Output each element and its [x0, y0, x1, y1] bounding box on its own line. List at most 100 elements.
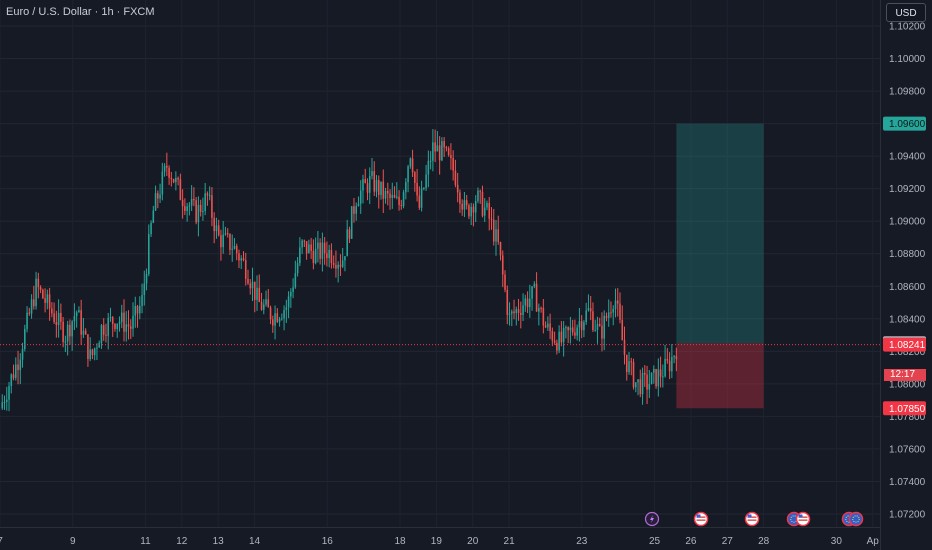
us-flag-icon-stripe [798, 516, 808, 518]
profit-zone[interactable] [676, 123, 764, 344]
candle-body [558, 331, 560, 351]
candle-body [479, 190, 482, 192]
us-flag-icon[interactable] [693, 511, 709, 527]
candle-body [66, 324, 69, 342]
candle-body [60, 312, 62, 322]
time-tick-label: 18 [394, 536, 406, 547]
candle-body [274, 313, 276, 326]
candle-body [650, 372, 653, 385]
us-flag-icon-canton [747, 514, 752, 518]
candle-body [224, 233, 227, 235]
loss-zone[interactable] [676, 343, 764, 409]
candle-body [574, 332, 576, 336]
candle-body [364, 179, 367, 184]
time-tick-label: 7 [0, 536, 3, 547]
time-axis[interactable]: 7 9 11 12 13 14 16 18 19 20 21 23 25 26 27 28 30 Ap [0, 527, 880, 548]
candle-body [152, 210, 155, 223]
candle-body [105, 334, 107, 336]
us-flag-icon-stripe [798, 519, 808, 521]
candle-body [587, 308, 590, 311]
candle-body [366, 183, 369, 193]
candle-body [141, 295, 143, 306]
candle-body [213, 217, 215, 232]
time-tick-label: 12 [176, 536, 188, 547]
candle-body [481, 191, 484, 216]
candle-body [172, 179, 175, 183]
candle-body [628, 361, 630, 373]
lightning-icon[interactable] [644, 511, 660, 527]
candle-body [17, 364, 19, 371]
time-tick-label: 30 [831, 536, 843, 547]
candle-body [100, 325, 103, 344]
candle-body [222, 234, 224, 248]
candle-body [371, 171, 373, 176]
candle-body [116, 323, 119, 330]
candle-body [123, 312, 125, 332]
time-tick-label: 23 [576, 536, 588, 547]
candle-body [592, 311, 594, 331]
candle-body [443, 141, 445, 148]
candle-body [375, 180, 378, 192]
time-tick-label: Ap [867, 536, 880, 547]
candle-body [247, 278, 249, 284]
candle-body [414, 172, 416, 183]
candle-body [262, 304, 265, 310]
candle-body [429, 160, 432, 162]
price-tick-label: 1.10200 [889, 22, 926, 33]
candle-body [296, 263, 299, 274]
candle-body [472, 206, 475, 213]
candle-body [281, 318, 283, 320]
candle-body [154, 193, 157, 211]
candle-body [28, 312, 31, 314]
us-flag-icon[interactable] [744, 511, 760, 527]
candle-body [659, 369, 662, 377]
candle-body [179, 179, 182, 200]
candle-body [190, 198, 193, 206]
candle-body [299, 247, 301, 264]
candle-body [73, 316, 76, 322]
eu-flag-icon[interactable] [848, 511, 864, 527]
candle-body [589, 308, 592, 312]
currency-button[interactable]: USD [886, 3, 926, 22]
candle-body [272, 319, 274, 326]
candle-body [380, 181, 382, 196]
candle-body [389, 193, 391, 198]
candle-body [253, 281, 256, 300]
candle-body [80, 310, 82, 335]
candle-body [553, 340, 556, 343]
candle-body [71, 321, 73, 337]
candle-body [235, 245, 238, 254]
candle-body [308, 244, 310, 254]
long-position-tool[interactable] [676, 123, 764, 409]
candle-body [450, 155, 452, 159]
price-tick-label: 1.07600 [889, 444, 926, 455]
candle-body [657, 369, 660, 387]
time-tick-label: 26 [685, 536, 697, 547]
candle-body [193, 198, 195, 201]
candle-body [217, 225, 220, 236]
price-tick-label: 1.09200 [889, 184, 926, 195]
candle-body [136, 306, 139, 314]
stop-price-badge: 1.07850 [889, 404, 926, 415]
candle-body [549, 323, 551, 332]
candle-body [283, 309, 285, 319]
candle-body [357, 203, 360, 207]
candle-body [62, 321, 64, 343]
candle-body [459, 192, 461, 204]
candle-body [276, 313, 279, 322]
candle-body [184, 206, 186, 211]
candle-body [625, 354, 628, 373]
candle-body [641, 372, 644, 395]
us-flag-icon[interactable] [795, 511, 811, 527]
time-tick-label: 19 [431, 536, 443, 547]
economic-events-row[interactable] [644, 511, 864, 527]
candle-body [3, 401, 6, 403]
time-tick-label: 13 [213, 536, 225, 547]
candle-body [267, 299, 270, 308]
candle-body [98, 343, 100, 348]
price-axis[interactable]: 1.10200 1.10000 1.09800 1.09600 1.09400 1.092… [880, 0, 927, 550]
candle-body [452, 158, 454, 171]
candle-body [330, 249, 333, 264]
price-tick-label: 1.10000 [889, 54, 926, 65]
